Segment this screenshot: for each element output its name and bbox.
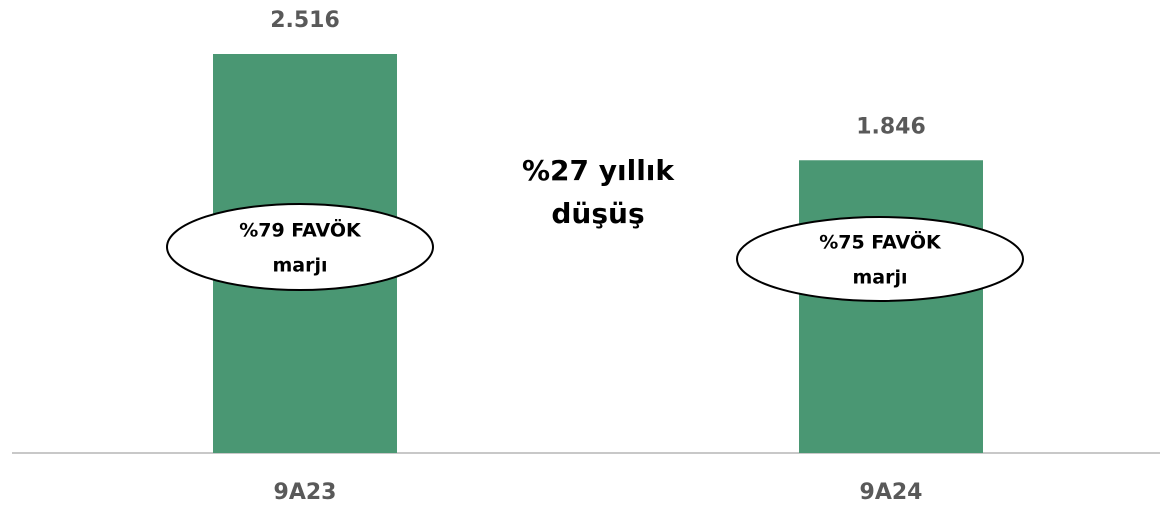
value-label: 2.516 [270,8,340,33]
note-text: %79 FAVÖK [239,218,362,242]
value-label: 1.846 [856,114,926,139]
note-text: marjı [272,255,327,277]
note-ellipse [736,216,1024,302]
bar [799,160,983,453]
note-ellipse [166,203,434,291]
x-tick-label: 9A24 [860,480,923,505]
annotation: düşüş [551,197,644,230]
x-tick-label: 9A23 [274,480,337,505]
note-text: %75 FAVÖK [819,230,942,254]
note-text: marjı [852,267,907,289]
annotation: %27 yıllık [522,154,675,187]
